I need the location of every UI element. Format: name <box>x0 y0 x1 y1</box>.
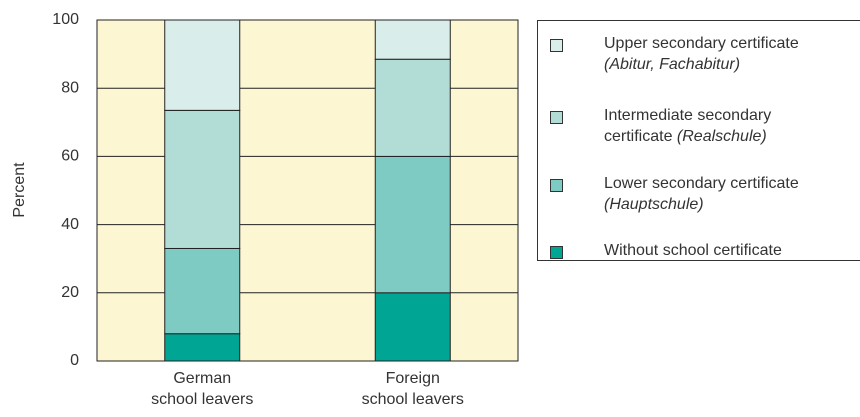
legend-swatch <box>550 246 563 259</box>
bar-segment <box>374 292 451 362</box>
bar-segment <box>374 155 451 294</box>
legend-text: Intermediate secondary certificate (Real… <box>604 105 860 147</box>
bar-segment <box>164 19 241 111</box>
plot-background <box>97 20 518 361</box>
bar-segment <box>164 247 241 335</box>
bar-segment <box>164 333 241 362</box>
y-tick-label: 20 <box>61 284 79 301</box>
legend-text: Without school certificate <box>604 240 860 261</box>
legend-note: (Hauptschule) <box>604 196 704 213</box>
legend-text: Upper secondary certificate (Abitur, Fach… <box>604 33 860 75</box>
legend-label: Without school certificate <box>604 242 782 259</box>
x-tick-label: Foreign school leavers <box>361 370 464 408</box>
x-tick-label: German school leavers <box>151 370 254 408</box>
y-tick-label: 60 <box>61 148 79 165</box>
legend-text: Lower secondary certificate (Hauptschule) <box>604 173 860 215</box>
legend: Without school certificate Lower secondar… <box>537 20 860 261</box>
legend-note: (Abitur, Fachabitur) <box>604 56 741 73</box>
y-tick-label: 0 <box>70 352 79 369</box>
legend-swatch <box>550 111 563 124</box>
legend-label: Upper secondary certificate <box>604 35 799 52</box>
bar-segment <box>374 19 451 60</box>
legend-swatch <box>550 179 563 192</box>
y-tick-label: 40 <box>61 216 79 233</box>
legend-label: Intermediate secondary certificate <box>604 107 772 145</box>
y-axis-label: Percent <box>11 162 28 218</box>
legend-label: Lower secondary certificate <box>604 175 799 192</box>
legend-note: (Realschule) <box>676 128 767 145</box>
y-tick-label: 80 <box>61 79 79 96</box>
bar-segment <box>164 109 241 249</box>
legend-swatch <box>550 39 563 52</box>
bar-segment <box>374 58 451 157</box>
plot-frame <box>96 19 519 362</box>
y-tick-label: 100 <box>52 11 79 28</box>
